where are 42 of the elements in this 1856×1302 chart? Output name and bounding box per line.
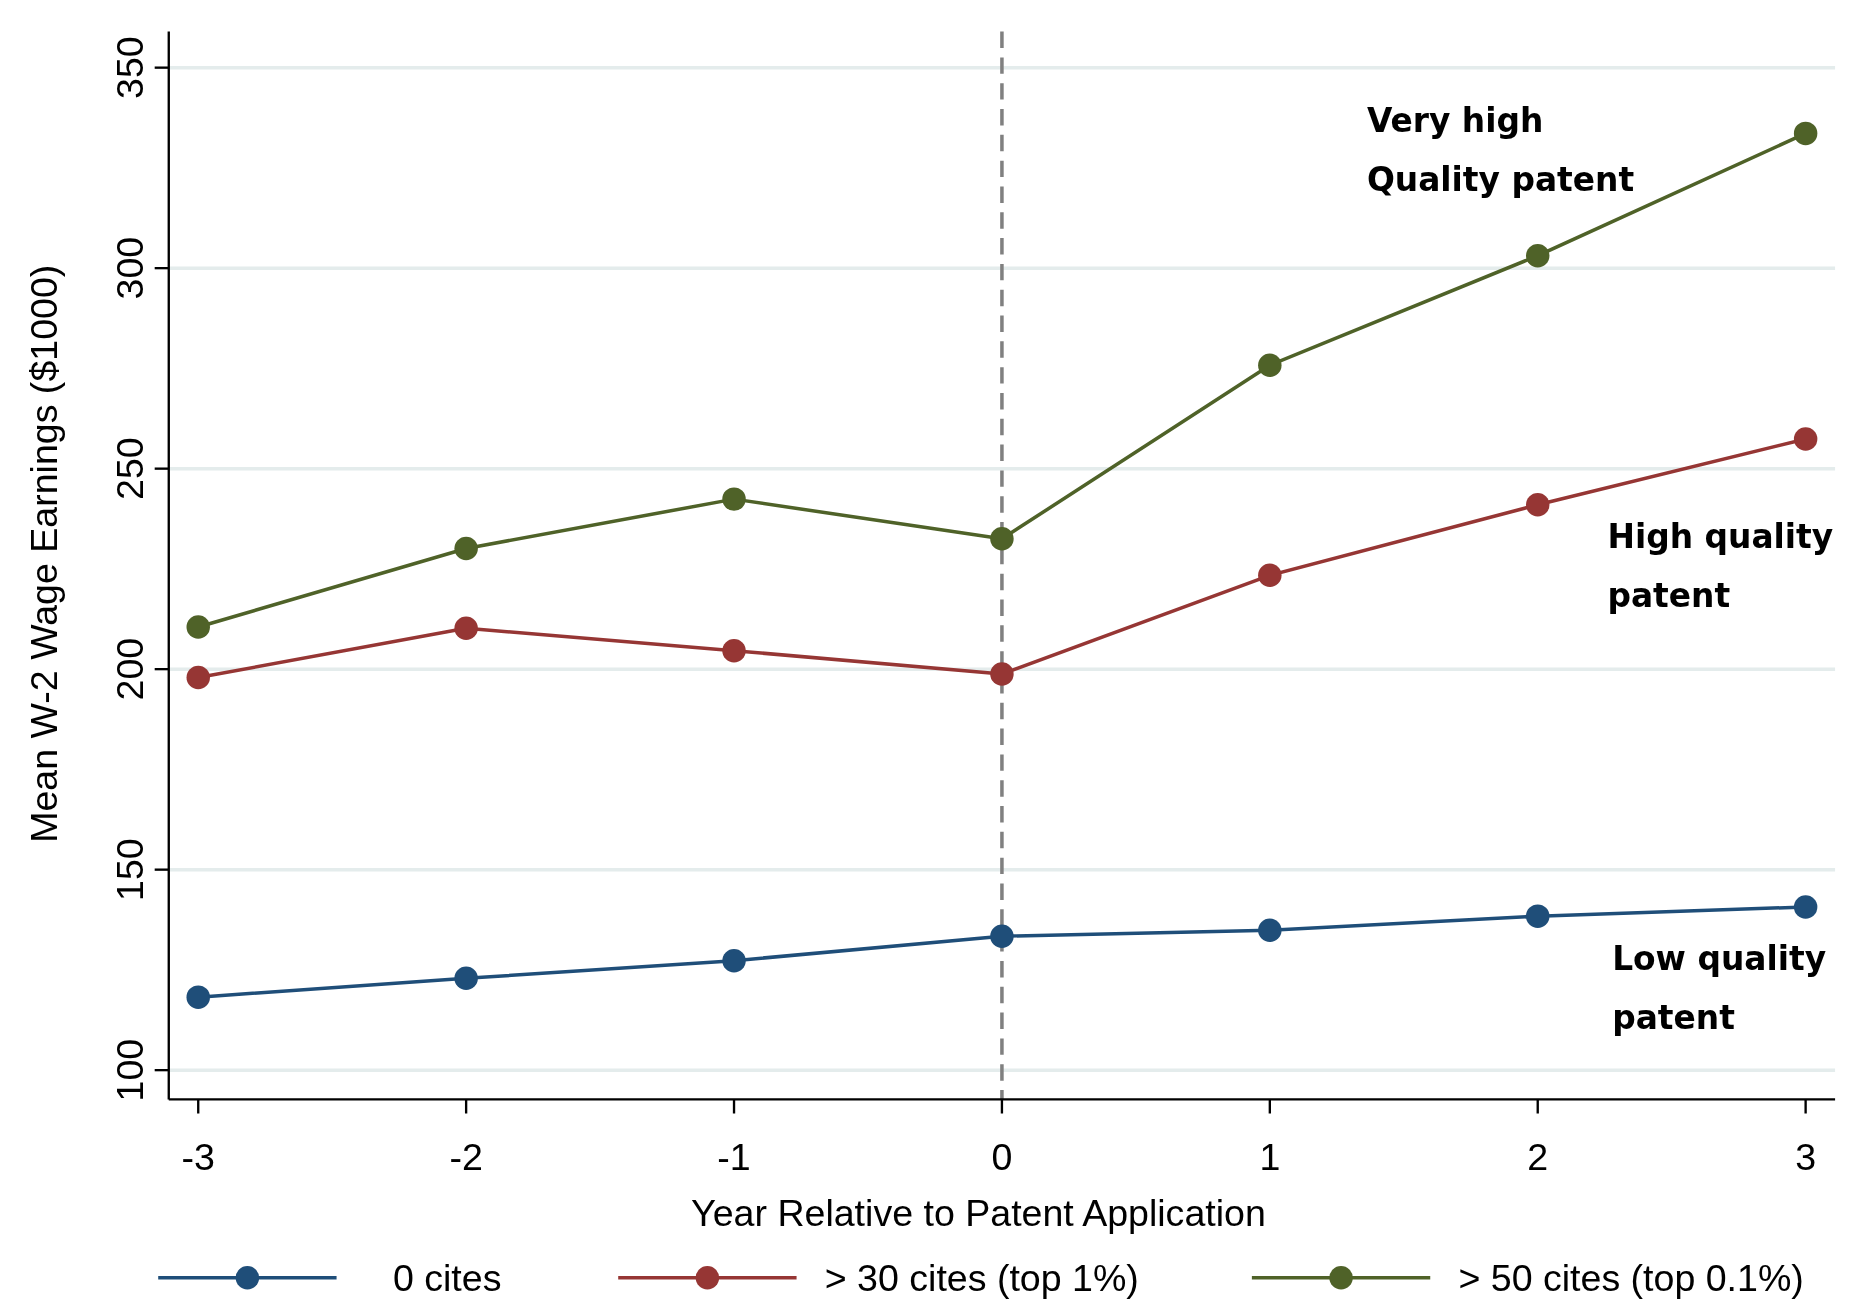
x-axis-title: Year Relative to Patent Application xyxy=(691,1192,1266,1235)
point xyxy=(1258,353,1282,377)
annotation: Low quality patent xyxy=(1612,940,1827,1038)
annotation: High quality patent xyxy=(1607,517,1834,615)
point xyxy=(722,487,746,511)
point xyxy=(1793,427,1818,451)
y-tick-label: 100 xyxy=(108,1038,151,1102)
point xyxy=(1258,918,1282,942)
point xyxy=(990,662,1014,686)
y-tick-label: 350 xyxy=(108,36,151,99)
x-tick-label: 2 xyxy=(1527,1135,1549,1178)
point xyxy=(722,638,746,663)
point xyxy=(454,536,478,561)
x-tick-label: -3 xyxy=(181,1135,215,1178)
point xyxy=(990,527,1014,551)
point xyxy=(1525,243,1550,268)
point xyxy=(1258,563,1282,588)
point xyxy=(1525,493,1550,517)
x-tick-label: 1 xyxy=(1259,1135,1281,1178)
point xyxy=(186,615,210,639)
point xyxy=(1793,895,1818,919)
point xyxy=(454,616,478,640)
y-tick-label: 200 xyxy=(108,637,151,701)
point xyxy=(990,924,1014,948)
legend-label: > 30 cites (top 1%) xyxy=(824,1256,1139,1299)
legend-label: > 50 cites (top 0.1%) xyxy=(1458,1256,1804,1299)
y-axis-title: Mean W-2 Wage Earnings ($1000) xyxy=(23,264,66,843)
point xyxy=(1793,121,1818,146)
y-tick-label: 150 xyxy=(108,838,151,901)
point xyxy=(186,665,210,690)
y-tick-label: 300 xyxy=(108,236,151,300)
point xyxy=(186,985,210,1009)
point xyxy=(722,948,746,973)
legend-label: 0 cites xyxy=(392,1256,502,1299)
y-tick-label: 250 xyxy=(108,437,151,500)
point xyxy=(1525,904,1550,928)
annotation: Very high Quality patent xyxy=(1366,102,1635,200)
x-tick-label: 3 xyxy=(1795,1135,1817,1178)
point xyxy=(454,966,478,991)
x-tick-label: -1 xyxy=(717,1135,751,1178)
x-tick-label: -2 xyxy=(449,1135,483,1178)
x-tick-label: 0 xyxy=(991,1135,1013,1178)
